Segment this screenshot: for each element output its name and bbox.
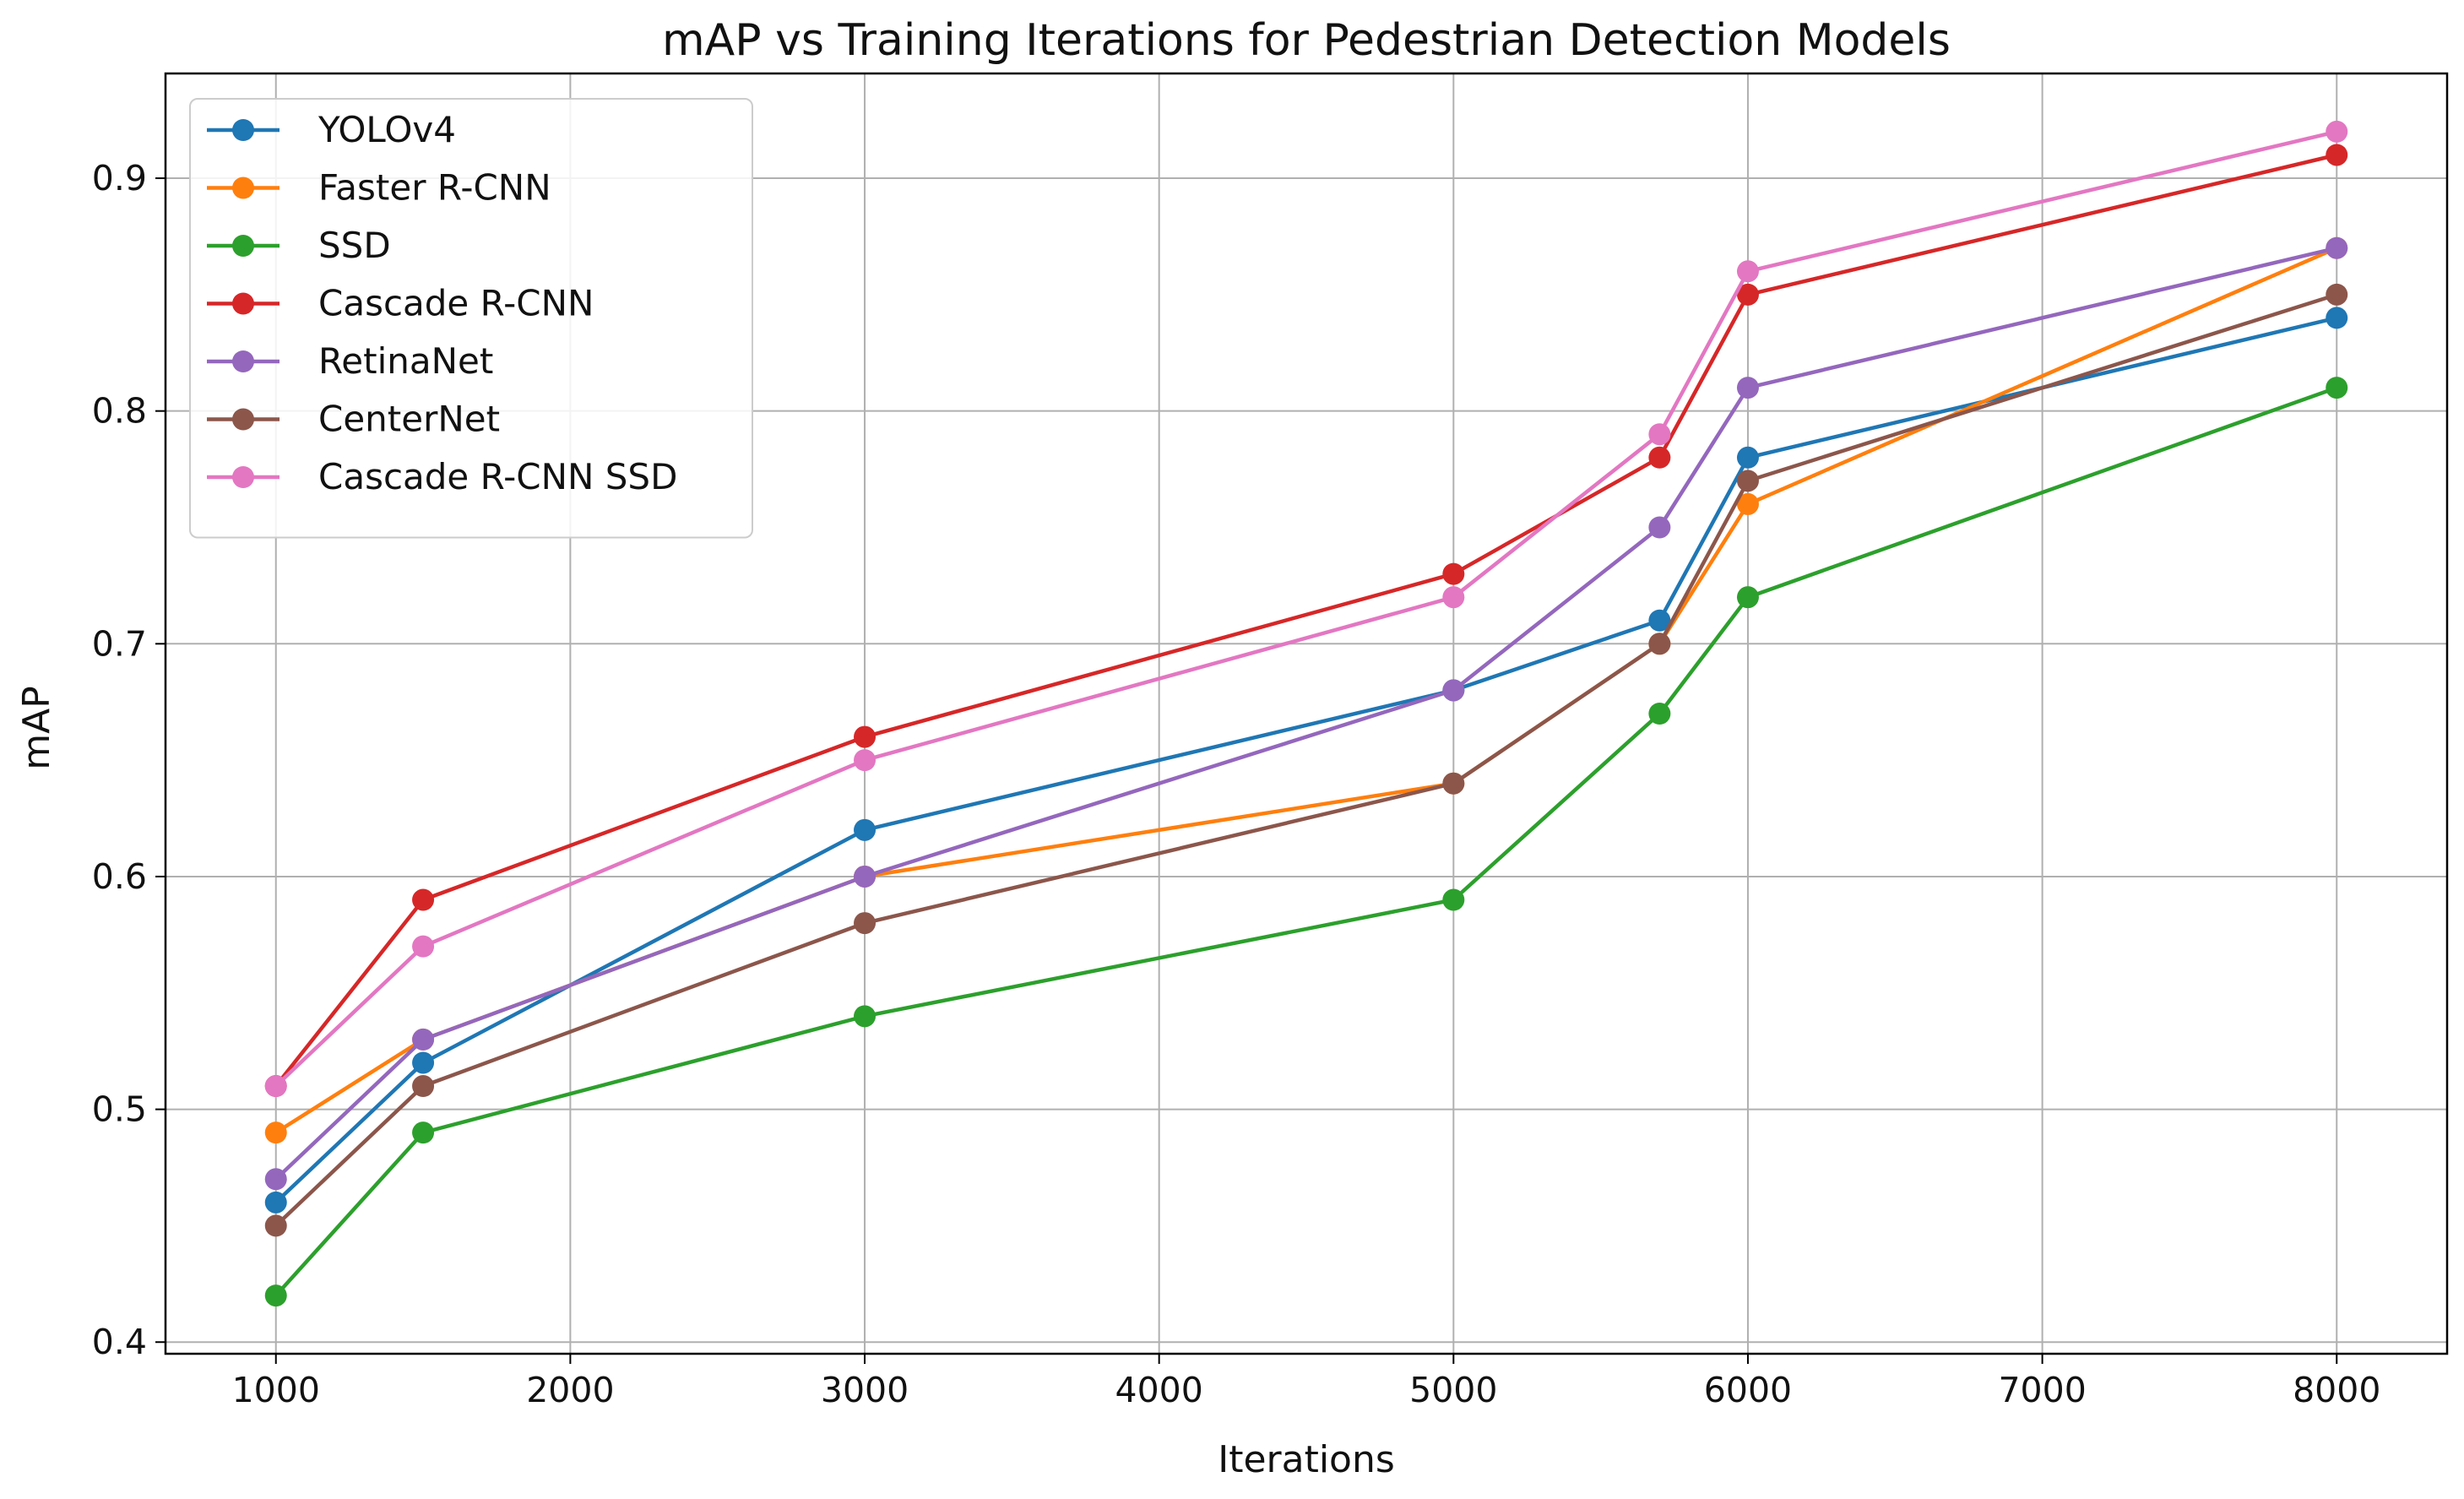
legend-item-yolov4: YOLOv4 (207, 109, 456, 150)
data-point (264, 1284, 287, 1307)
series-layer (264, 120, 2348, 1307)
legend-label: Cascade R-CNN (318, 283, 594, 324)
data-point (854, 749, 877, 772)
legend: YOLOv4 Faster R-CNN SSD Cascade R-CNN Retina… (189, 98, 753, 539)
data-point (854, 912, 877, 935)
data-point (412, 1122, 435, 1144)
data-point (1442, 586, 1465, 609)
data-point (412, 935, 435, 958)
legend-frame (189, 98, 753, 539)
data-point (2326, 377, 2348, 399)
chart-title: mAP vs Training Iterations for Pedestria… (662, 15, 1951, 66)
data-point (412, 1051, 435, 1074)
data-point (854, 818, 877, 841)
data-point (1648, 446, 1671, 469)
series-centernet (264, 283, 2348, 1237)
data-point (2326, 144, 2348, 166)
data-point (1442, 772, 1465, 795)
legend-label: RetinaNet (318, 340, 493, 382)
x-tick-label: 2000 (526, 1370, 614, 1410)
y-tick-label: 0.5 (92, 1089, 147, 1130)
data-point (1648, 609, 1671, 632)
data-point (854, 1005, 877, 1028)
data-point (2326, 236, 2348, 259)
legend-label: Faster R-CNN (318, 167, 551, 209)
data-point (412, 1075, 435, 1098)
legend-item-faster-r-cnn: Faster R-CNN (207, 167, 551, 209)
legend-marker (232, 408, 254, 431)
y-tick-label: 0.4 (92, 1322, 147, 1362)
data-point (1736, 446, 1759, 469)
data-point (854, 865, 877, 888)
x-axis-label: Iterations (1218, 1438, 1395, 1481)
data-point (1736, 492, 1759, 515)
legend-label: CenterNet (318, 399, 500, 440)
x-tick-label: 8000 (2293, 1370, 2380, 1410)
legend-marker (232, 350, 254, 372)
data-point (2326, 307, 2348, 329)
data-point (264, 1191, 287, 1214)
data-point (1442, 888, 1465, 911)
data-point (1736, 377, 1759, 399)
y-tick-label: 0.8 (92, 391, 147, 432)
legend-marker (232, 235, 254, 257)
legend-label: Cascade R-CNN SSD (318, 456, 677, 497)
y-axis-label: mAP (15, 686, 58, 770)
data-point (412, 888, 435, 911)
data-point (264, 1214, 287, 1237)
series-retinanet (264, 236, 2348, 1191)
legend-item-cascade-r-cnn-ssd: Cascade R-CNN SSD (207, 456, 677, 497)
data-point (1648, 703, 1671, 725)
data-point (264, 1168, 287, 1191)
axis-ticks: 1000 2000 3000 4000 5000 6000 7000 8000 0.4 0.5 0.… (92, 158, 2381, 1410)
x-tick-label: 6000 (1704, 1370, 1792, 1410)
data-point (1736, 470, 1759, 492)
data-point (1442, 562, 1465, 585)
legend-marker (232, 177, 254, 199)
legend-item-ssd: SSD (207, 225, 391, 266)
data-point (412, 1028, 435, 1051)
legend-marker (232, 466, 254, 488)
data-point (1442, 679, 1465, 702)
data-point (1736, 260, 1759, 283)
legend-label: SSD (318, 225, 391, 266)
plot-frame (164, 72, 2449, 1355)
x-tick-label: 5000 (1409, 1370, 1497, 1410)
data-point (1736, 586, 1759, 609)
x-tick-label: 7000 (1998, 1370, 2086, 1410)
series-ssd (264, 377, 2348, 1307)
data-point (264, 1075, 287, 1098)
x-tick-label: 3000 (821, 1370, 909, 1410)
data-point (264, 1122, 287, 1144)
y-tick-label: 0.6 (92, 856, 147, 897)
data-point (854, 725, 877, 748)
data-point (2326, 283, 2348, 306)
data-point (1736, 283, 1759, 306)
data-point (2326, 120, 2348, 143)
data-point (1648, 423, 1671, 446)
series-cascade-r-cnn (264, 144, 2348, 1098)
legend-marker (232, 292, 254, 315)
legend-marker (232, 119, 254, 141)
legend-item-retinanet: RetinaNet (207, 340, 493, 382)
legend-item-centernet: CenterNet (207, 399, 500, 440)
y-tick-label: 0.7 (92, 623, 147, 664)
y-tick-label: 0.9 (92, 158, 147, 198)
data-point (1648, 516, 1671, 539)
legend-label: YOLOv4 (317, 109, 456, 150)
series-cascade-r-cnn-ssd (264, 120, 2348, 1098)
x-tick-label: 1000 (232, 1370, 320, 1410)
legend-item-cascade-r-cnn: Cascade R-CNN (207, 283, 594, 324)
x-tick-label: 4000 (1115, 1370, 1203, 1410)
data-point (1648, 633, 1671, 655)
